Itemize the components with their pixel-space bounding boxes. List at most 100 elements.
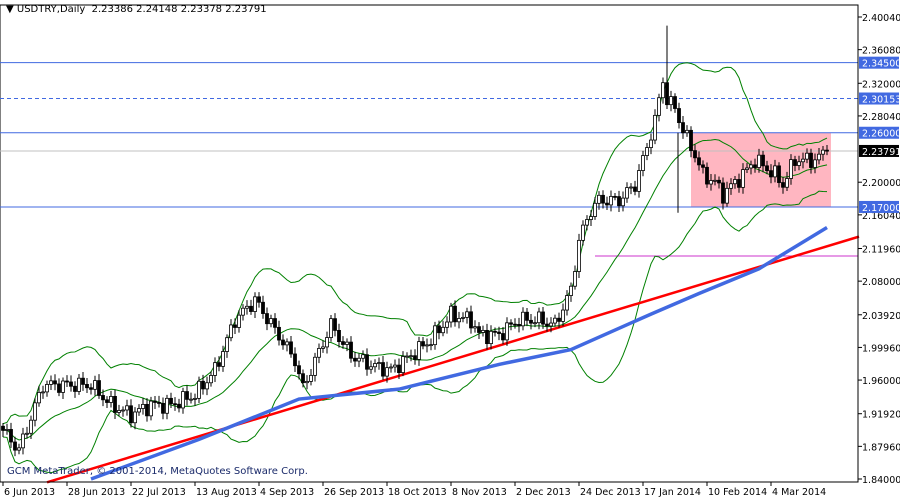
candle-body: [421, 341, 425, 347]
candle-body: [45, 384, 49, 393]
candle-body: [789, 159, 793, 179]
candle-body: [109, 396, 113, 403]
candle-body: [705, 166, 709, 185]
candle-body: [209, 375, 213, 384]
candle-body: [261, 301, 265, 314]
candle-body: [689, 129, 693, 152]
candle-body: [405, 355, 409, 358]
candle-body: [345, 341, 349, 345]
candle-body: [753, 164, 757, 168]
candle-body: [697, 157, 701, 166]
candle-body: [437, 325, 441, 334]
candle-body: [541, 311, 545, 325]
candle-body: [501, 333, 505, 341]
y-tick-label: 2.28040: [862, 112, 900, 123]
candle-body: [817, 153, 821, 161]
y-tick-label: 1.99960: [862, 343, 900, 354]
candle-body: [729, 183, 733, 189]
candle-body: [117, 410, 121, 413]
candle-body: [433, 325, 437, 346]
candle-body: [417, 341, 421, 360]
candle-body: [761, 154, 765, 167]
candle-body: [9, 429, 13, 443]
candle-body: [281, 339, 285, 346]
x-tick-label: 4 Sep 2013: [260, 487, 314, 498]
candle-body: [477, 326, 481, 333]
candle-body: [621, 197, 625, 207]
x-tick-label: 2 Dec 2013: [516, 487, 571, 498]
candle-body: [61, 380, 65, 393]
y-tick-label: 1.84000: [862, 475, 900, 486]
candles: [1, 25, 829, 457]
candle-body: [601, 194, 605, 204]
candle-body: [717, 179, 721, 184]
candle-body: [545, 323, 549, 327]
candle-body: [361, 354, 365, 359]
candle-body: [605, 202, 609, 206]
candle-body: [221, 351, 225, 367]
level-price-label-bg: [859, 56, 899, 69]
chart-title: ▼ USDTRY,Daily 2.23386 2.24148 2.23378 2…: [6, 4, 267, 15]
x-tick-label: 26 Sep 2013: [324, 487, 384, 498]
candle-body: [337, 329, 341, 343]
level-price-label: 2.34500: [862, 59, 900, 70]
candle-body: [41, 391, 45, 394]
candle-body: [65, 380, 69, 383]
x-tick-label: 4 Mar 2014: [772, 487, 826, 498]
candle-body: [777, 165, 781, 183]
candle-body: [241, 307, 245, 316]
candle-body: [193, 397, 197, 400]
candle-body: [657, 97, 661, 116]
y-tick-label: 2.20000: [862, 178, 900, 189]
candle-body: [581, 224, 585, 241]
candle-body: [393, 364, 397, 368]
candle-body: [309, 374, 313, 382]
candle-body: [1, 425, 5, 431]
candle-body: [413, 355, 417, 360]
candle-body: [481, 329, 485, 333]
bollinger-upper-band: [2, 62, 828, 425]
candle-body: [773, 165, 777, 178]
candle-body: [557, 317, 561, 322]
candle-body: [213, 362, 217, 376]
candle-body: [401, 356, 405, 373]
candle-body: [377, 362, 381, 364]
candle-body: [825, 149, 829, 152]
candle-body: [793, 159, 797, 166]
x-tick-label: 8 Nov 2013: [452, 487, 507, 498]
candle-body: [305, 381, 309, 384]
candle-body: [189, 398, 193, 401]
candle-body: [357, 357, 361, 362]
y-tick-label: 2.11960: [862, 244, 900, 255]
x-tick-label: 10 Feb 2014: [708, 487, 767, 498]
candle-body: [781, 182, 785, 188]
candle-body: [465, 311, 469, 318]
candle-body: [289, 341, 293, 355]
candle-body: [645, 147, 649, 156]
candle-body: [521, 311, 525, 327]
candle-body: [5, 429, 9, 431]
candle-body: [253, 296, 257, 312]
candle-body: [529, 319, 533, 324]
candle-body: [473, 326, 477, 329]
y-tick-label: 1.87960: [862, 442, 900, 453]
candle-body: [101, 395, 105, 401]
candle-body: [609, 195, 613, 206]
candle-body: [425, 344, 429, 347]
candle-body: [369, 366, 373, 370]
candle-body: [129, 405, 133, 424]
candle-body: [265, 313, 269, 325]
candle-body: [589, 216, 593, 220]
candle-body: [537, 311, 541, 324]
candle-body: [53, 380, 57, 385]
dropdown-arrow-icon[interactable]: ▼: [6, 4, 14, 15]
candle-body: [821, 149, 825, 155]
candle-body: [333, 318, 337, 331]
candle-body: [161, 402, 165, 414]
candle-body: [125, 405, 129, 411]
y-tick-label: 2.16040: [862, 211, 900, 222]
y-tick-label: 2.03920: [862, 311, 900, 322]
candle-body: [701, 164, 705, 168]
